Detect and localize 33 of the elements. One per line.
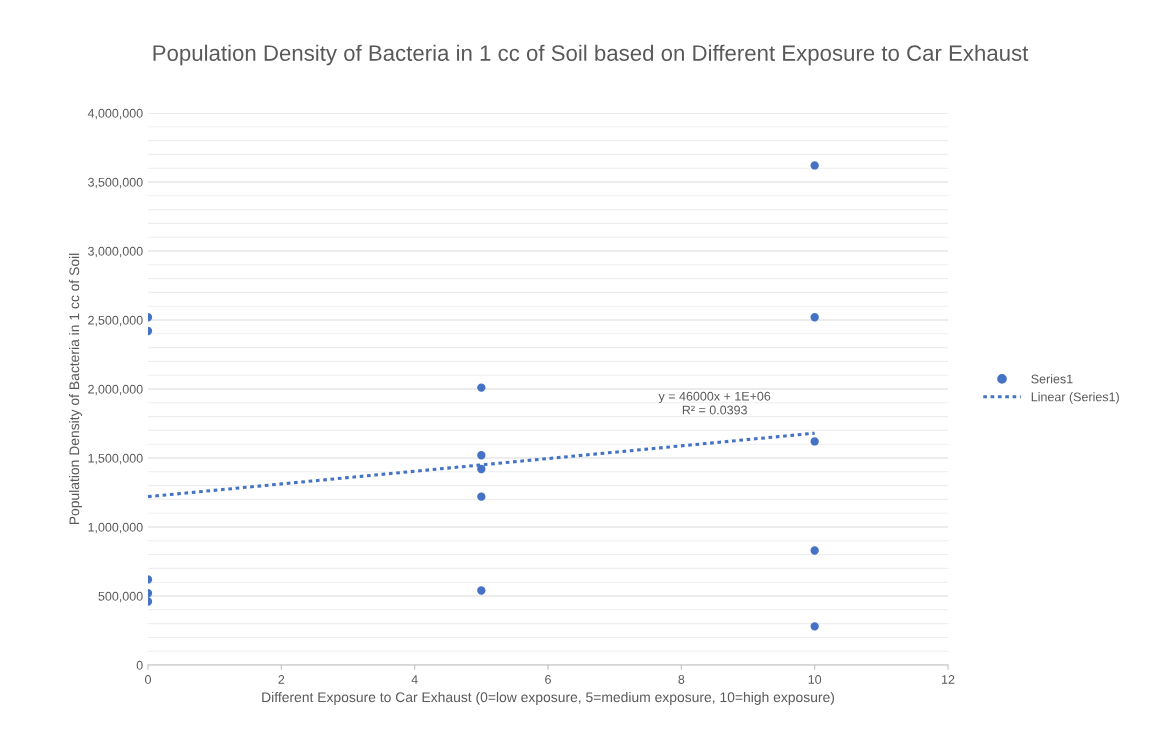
x-tick-label: 4 — [411, 675, 418, 684]
y-tick-label: 4,000,000 — [87, 108, 143, 120]
legend-label: Series1 — [1031, 374, 1073, 384]
annotation: y = 46000x + 1E+06 — [658, 391, 771, 404]
y-tick-label: 2,000,000 — [88, 384, 143, 396]
point — [477, 464, 486, 474]
point — [810, 437, 819, 446]
x-tick-label: 12 — [942, 675, 955, 684]
x-tick-label: 0 — [145, 675, 151, 684]
legend-label: Linear (Series1) — [1031, 392, 1119, 404]
chart-title: Population Density of Bacteria in 1 cc of Soil based on Different Exposure to Car Exhaust — [153, 44, 1029, 66]
y-tick-label: 1,000,000 — [88, 522, 143, 534]
y-tick-label: 1,500,000 — [88, 453, 143, 465]
annotation: R² = 0.0393 — [682, 405, 747, 415]
x-tick-label: 6 — [545, 675, 551, 684]
x-axis-title: Different Exposure to Car Exhaust (0=low exposure, 5=medium exposure, 10=high exposure) — [262, 691, 835, 705]
y-tick-label: 0 — [136, 660, 143, 670]
point — [810, 622, 819, 631]
point — [477, 451, 486, 460]
point — [477, 586, 486, 595]
x-tick-label: 2 — [278, 675, 285, 684]
point — [477, 383, 486, 392]
point — [477, 492, 486, 501]
y-tick-label: 2,500,000 — [88, 315, 143, 327]
point — [810, 161, 819, 170]
y-tick-label: 500,000 — [98, 591, 143, 603]
x-tick-label: 8 — [678, 675, 685, 684]
y-axis-title: Population Density of Bacteria in 1 cc of Soil — [69, 253, 82, 525]
point — [810, 546, 819, 555]
x-tick-label: 10 — [808, 675, 822, 684]
point — [810, 313, 819, 322]
y-tick-label: 3,000,000 — [88, 246, 143, 258]
y-tick-label: 3,500,000 — [88, 177, 143, 189]
